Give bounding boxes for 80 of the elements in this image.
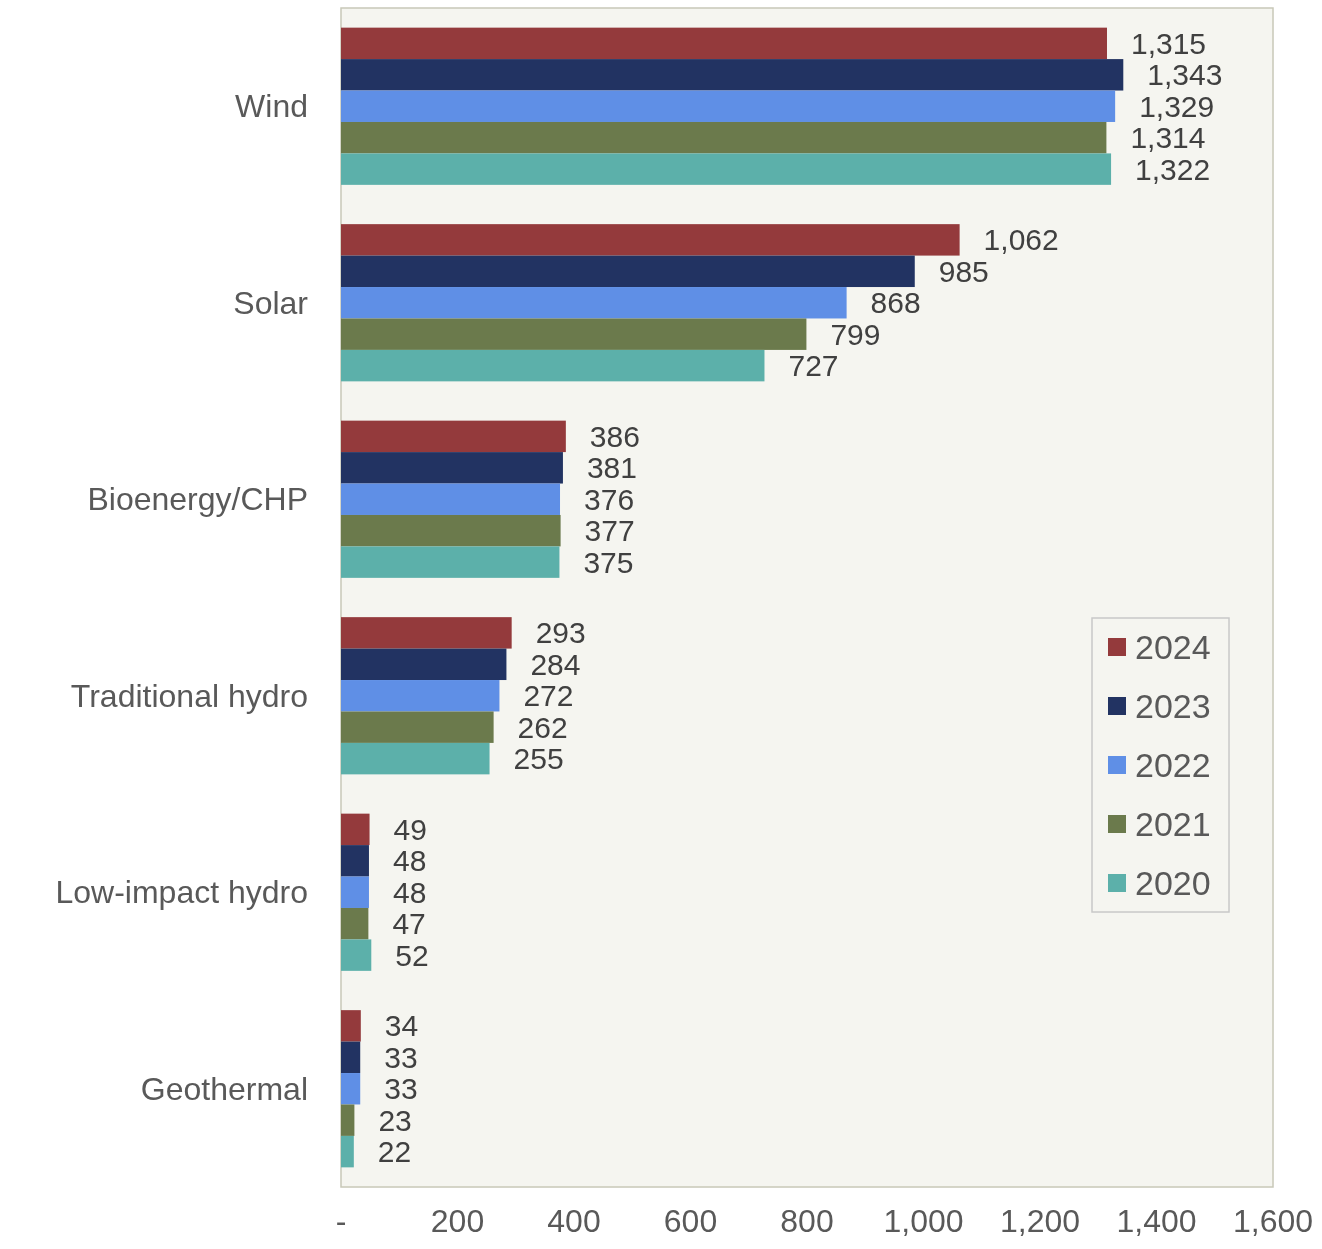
data-label: 377 bbox=[584, 514, 635, 548]
bar bbox=[341, 939, 372, 971]
bar bbox=[341, 845, 369, 877]
data-label: 33 bbox=[384, 1040, 418, 1074]
data-label: 985 bbox=[938, 254, 989, 288]
x-tick-label: 1,000 bbox=[883, 1203, 964, 1239]
data-label: 34 bbox=[384, 1009, 419, 1043]
bar bbox=[341, 680, 500, 712]
data-label: 386 bbox=[589, 419, 640, 453]
bar bbox=[341, 224, 960, 256]
x-tick-label: 800 bbox=[780, 1203, 834, 1239]
data-label: 376 bbox=[584, 482, 635, 516]
bar bbox=[341, 1041, 361, 1074]
bar bbox=[341, 318, 807, 350]
bar bbox=[341, 648, 507, 681]
bar bbox=[341, 1073, 361, 1105]
x-tick-label: 200 bbox=[430, 1203, 485, 1239]
bar bbox=[341, 1104, 355, 1136]
data-label: 1,322 bbox=[1135, 152, 1211, 186]
data-label: 1,314 bbox=[1130, 121, 1206, 155]
bar bbox=[341, 90, 1116, 122]
bar bbox=[341, 121, 1107, 154]
bar bbox=[341, 907, 369, 940]
data-label: 727 bbox=[788, 349, 839, 383]
data-label: 23 bbox=[378, 1103, 412, 1137]
x-tick-label: 600 bbox=[663, 1203, 718, 1239]
bar bbox=[341, 255, 915, 288]
data-label: 272 bbox=[523, 679, 574, 713]
y-tick-label: Wind bbox=[235, 88, 308, 125]
bar bbox=[341, 1010, 361, 1042]
legend-label: 2021 bbox=[1135, 804, 1211, 843]
y-tick-label: Bioenergy/CHP bbox=[87, 481, 308, 518]
data-label: 1,062 bbox=[983, 223, 1059, 257]
data-label: 1,343 bbox=[1147, 58, 1223, 92]
legend-label: 2023 bbox=[1135, 686, 1211, 725]
data-label: 375 bbox=[583, 545, 634, 579]
data-label: 49 bbox=[393, 812, 427, 846]
x-tick-label: 1,400 bbox=[1116, 1203, 1197, 1239]
data-label: 284 bbox=[530, 647, 581, 681]
x-tick-label: 400 bbox=[547, 1203, 601, 1239]
data-label: 799 bbox=[830, 317, 881, 351]
y-tick-label: Solar bbox=[233, 284, 309, 321]
bar bbox=[341, 546, 560, 578]
data-label: 255 bbox=[513, 742, 564, 776]
y-tick-label: Traditional hydro bbox=[70, 677, 308, 714]
bar bbox=[341, 617, 512, 649]
data-label: 1,329 bbox=[1139, 89, 1215, 123]
bar bbox=[341, 153, 1112, 185]
legend-label: 2020 bbox=[1135, 863, 1211, 902]
data-label: 52 bbox=[395, 938, 429, 972]
bar bbox=[341, 711, 494, 743]
y-tick-label: Low-impact hydro bbox=[55, 874, 308, 911]
data-label: 47 bbox=[392, 907, 426, 941]
x-tick-label: 1,600 bbox=[1232, 1203, 1314, 1239]
x-tick-label: 1,200 bbox=[999, 1203, 1081, 1239]
data-label: 22 bbox=[377, 1135, 412, 1169]
bar bbox=[341, 349, 765, 382]
data-label: 48 bbox=[392, 844, 427, 878]
x-tick-label: - bbox=[335, 1203, 347, 1239]
data-label: 262 bbox=[517, 710, 568, 744]
data-label: 868 bbox=[870, 286, 921, 320]
data-label: 33 bbox=[384, 1072, 418, 1106]
data-label: 381 bbox=[586, 451, 637, 485]
data-label: 48 bbox=[392, 875, 427, 909]
bar bbox=[341, 813, 370, 846]
bar bbox=[341, 287, 847, 319]
bar bbox=[341, 514, 561, 547]
bar bbox=[341, 420, 566, 453]
bar bbox=[341, 742, 490, 775]
y-tick-label: Geothermal bbox=[140, 1070, 308, 1107]
bar bbox=[341, 27, 1107, 60]
bar bbox=[341, 1135, 354, 1168]
data-label: 293 bbox=[535, 616, 586, 650]
legend-label: 2024 bbox=[1135, 627, 1211, 666]
bar bbox=[341, 452, 563, 484]
bar bbox=[341, 876, 369, 908]
bar bbox=[341, 59, 1124, 91]
bar bbox=[341, 483, 561, 515]
legend-label: 2022 bbox=[1135, 745, 1211, 784]
data-label: 1,315 bbox=[1130, 26, 1207, 60]
